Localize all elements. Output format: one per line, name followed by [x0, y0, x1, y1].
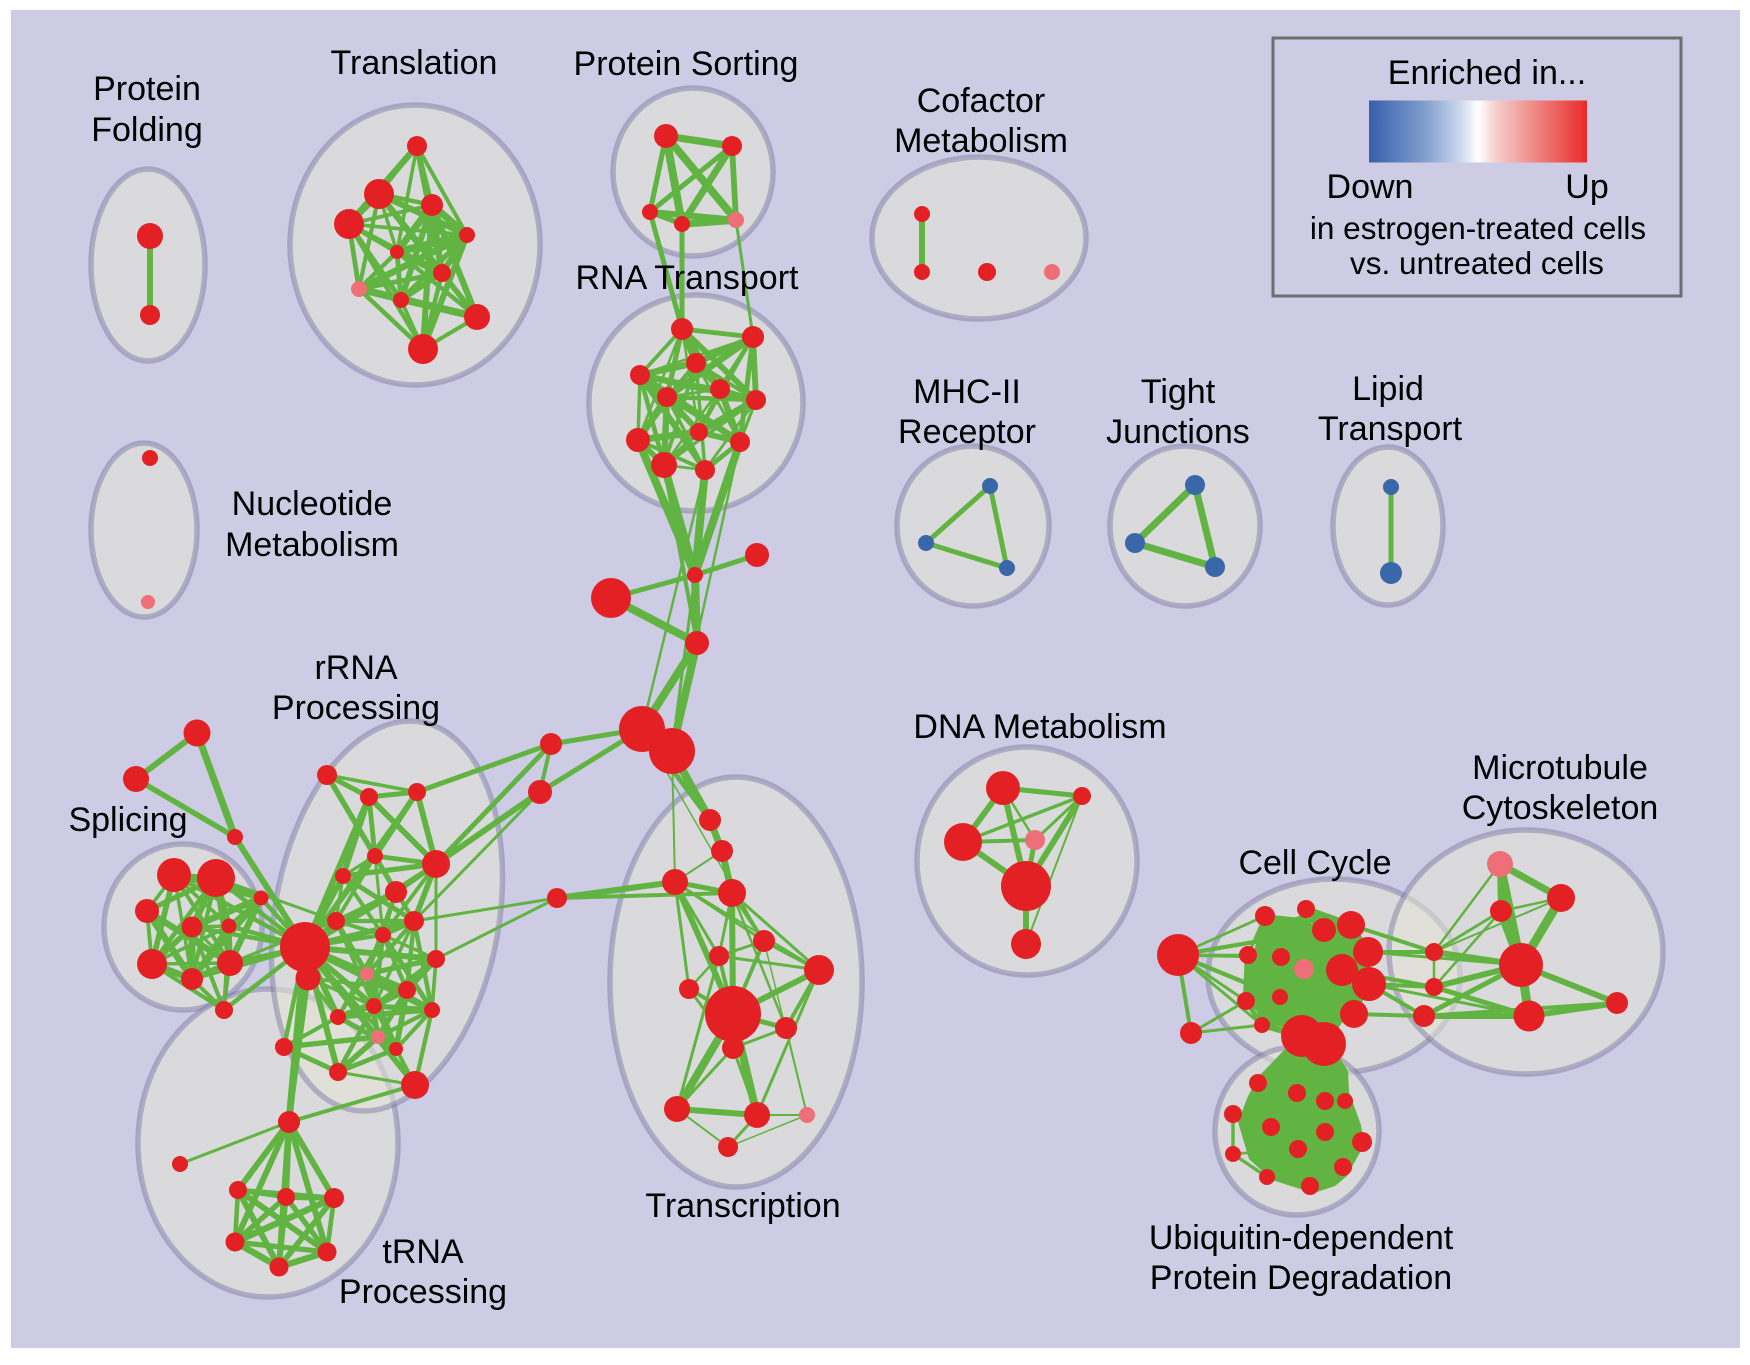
svg-text:vs. untreated cells: vs. untreated cells — [1350, 245, 1604, 281]
svg-text:Transport: Transport — [1318, 410, 1463, 448]
svg-text:Cofactor: Cofactor — [917, 82, 1046, 120]
svg-text:Cytoskeleton: Cytoskeleton — [1462, 789, 1659, 827]
svg-text:Lipid: Lipid — [1352, 370, 1424, 408]
svg-text:Nucleotide: Nucleotide — [232, 485, 393, 523]
svg-text:MHC-II: MHC-II — [913, 373, 1021, 411]
svg-text:Up: Up — [1565, 168, 1608, 206]
svg-text:Protein Sorting: Protein Sorting — [574, 45, 799, 83]
svg-text:Metabolism: Metabolism — [894, 122, 1068, 160]
svg-text:rRNA: rRNA — [314, 649, 397, 687]
svg-text:Enriched in...: Enriched in... — [1388, 54, 1586, 92]
svg-text:Ubiquitin-dependent: Ubiquitin-dependent — [1149, 1219, 1454, 1257]
svg-text:Processing: Processing — [339, 1273, 507, 1311]
svg-text:Receptor: Receptor — [898, 413, 1036, 451]
svg-text:Folding: Folding — [91, 111, 203, 149]
svg-text:Microtubule: Microtubule — [1472, 749, 1648, 787]
svg-text:Metabolism: Metabolism — [225, 526, 399, 564]
svg-text:Transcription: Transcription — [645, 1187, 840, 1225]
svg-text:Splicing: Splicing — [68, 801, 187, 839]
svg-text:Down: Down — [1327, 168, 1414, 206]
svg-text:Translation: Translation — [331, 44, 498, 82]
svg-text:DNA Metabolism: DNA Metabolism — [913, 708, 1166, 746]
svg-text:Junctions: Junctions — [1106, 413, 1250, 451]
svg-text:Processing: Processing — [272, 689, 440, 727]
svg-text:Protein Degradation: Protein Degradation — [1150, 1259, 1452, 1297]
svg-text:RNA Transport: RNA Transport — [576, 259, 800, 297]
svg-text:tRNA: tRNA — [382, 1233, 464, 1271]
svg-text:Protein: Protein — [93, 70, 201, 108]
svg-text:in estrogen-treated cells: in estrogen-treated cells — [1310, 210, 1646, 246]
svg-text:Cell Cycle: Cell Cycle — [1238, 844, 1391, 882]
svg-text:Tight: Tight — [1141, 373, 1216, 411]
